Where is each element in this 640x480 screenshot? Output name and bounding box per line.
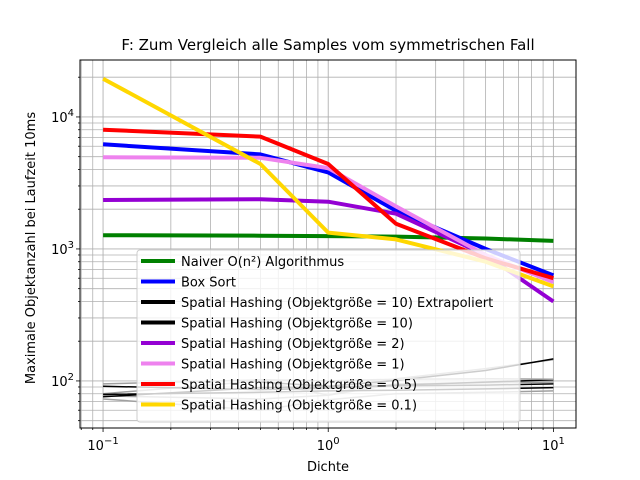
legend-label: Spatial Hashing (Objektgröße = 0.5) xyxy=(181,378,417,393)
y-tick-label: 102 xyxy=(51,372,74,390)
legend-label: Spatial Hashing (Objektgröße = 2) xyxy=(181,337,405,352)
chart-title: F: Zum Vergleich alle Samples vom symmet… xyxy=(121,36,534,54)
legend-label: Box Sort xyxy=(181,276,236,291)
x-tick-label: 101 xyxy=(542,436,565,454)
x-axis-label: Dichte xyxy=(307,460,349,475)
y-axis-label: Maximale Objektanzahl bei Laufzeit 10ms xyxy=(24,112,39,384)
x-tick-label: 100 xyxy=(317,436,340,454)
y-tick-label: 103 xyxy=(51,240,74,258)
legend-box xyxy=(136,249,521,423)
legend-label: Naiver O(n²) Algorithmus xyxy=(181,255,344,270)
legend: Naiver O(n²) Algorithmus Box Sort Spatial … xyxy=(136,249,521,423)
legend-label: Spatial Hashing (Objektgröße = 10) Extra… xyxy=(181,296,493,311)
legend-label: Spatial Hashing (Objektgröße = 0.1) xyxy=(181,399,417,414)
legend-label: Spatial Hashing (Objektgröße = 10) xyxy=(181,317,413,332)
axis-ticks: 10−1 100 101 102 103 104 xyxy=(51,76,565,454)
x-tick-label: 10−1 xyxy=(87,436,118,454)
y-tick-label: 104 xyxy=(51,108,74,126)
legend-label: Spatial Hashing (Objektgröße = 1) xyxy=(181,358,405,373)
